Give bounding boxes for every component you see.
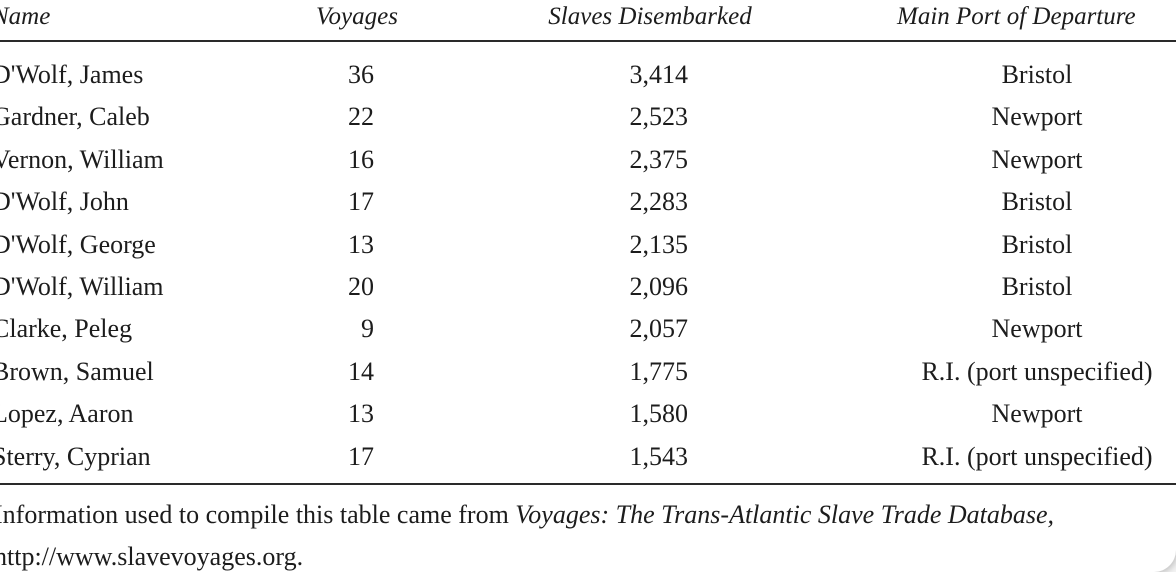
row-slaves-disembarked: 1,543 [629,441,689,471]
row-name: Lopez, Aaron [0,399,134,429]
row-voyages: 22 [348,102,374,132]
row-slaves-disembarked: 2,057 [629,314,689,344]
row-slaves-disembarked: 2,135 [629,229,689,259]
row-name: D'Wolf, John [0,187,129,217]
row-name: D'Wolf, George [0,229,156,259]
row-port: Newport [991,314,1083,344]
row-voyages: 13 [348,229,374,259]
row-port: Bristol [1001,229,1073,259]
row-port: R.I. (port unspecified) [921,441,1153,471]
row-slaves-disembarked: 2,283 [629,187,689,217]
row-voyages: 9 [361,314,374,344]
table-bottom-rule [0,483,1176,485]
row-voyages: 13 [348,399,374,429]
source-note-prefix: Information used to compile this table c… [0,500,516,529]
row-name: Gardner, Caleb [0,102,150,132]
row-slaves-disembarked: 1,775 [629,356,689,386]
row-name: D'Wolf, James [0,60,144,89]
row-port: Bristol [1001,187,1073,217]
row-slaves-disembarked: 1,580 [629,399,689,429]
row-port: Newport [991,144,1083,174]
row-port: Bristol [1001,60,1073,89]
row-port: Newport [991,399,1083,429]
source-note-url: http://www.slavevoyages.org. [0,542,304,571]
row-voyages: 36 [348,60,374,89]
row-voyages: 16 [348,144,374,174]
header-slaves-disembarked: Slaves Disembarked [548,3,752,30]
row-name: D'Wolf, William [0,272,164,301]
row-port: R.I. (port unspecified) [921,356,1153,386]
table-top-rule [0,40,1176,42]
row-slaves-disembarked: 2,523 [629,102,689,132]
row-slaves-disembarked: 3,414 [629,60,689,89]
row-voyages: 20 [348,272,374,301]
row-port: Newport [991,102,1083,132]
row-name: Vernon, William [0,144,164,174]
row-name: Brown, Samuel [0,356,154,386]
header-name: Name [0,3,51,30]
row-slaves-disembarked: 2,375 [629,144,689,174]
header-main-port: Main Port of Departure [897,3,1136,30]
row-slaves-disembarked: 2,096 [629,272,689,301]
row-name: Clarke, Peleg [0,314,133,344]
source-note-title: Voyages: The Trans-Atlantic Slave Trade … [515,500,1055,529]
row-voyages: 17 [348,441,374,471]
header-voyages: Voyages [316,3,398,30]
row-port: Bristol [1001,272,1073,301]
source-note-line-1: Information used to compile this table c… [0,500,1054,530]
row-voyages: 17 [348,187,374,217]
row-name: Sterry, Cyprian [0,441,151,471]
row-voyages: 14 [348,356,374,386]
